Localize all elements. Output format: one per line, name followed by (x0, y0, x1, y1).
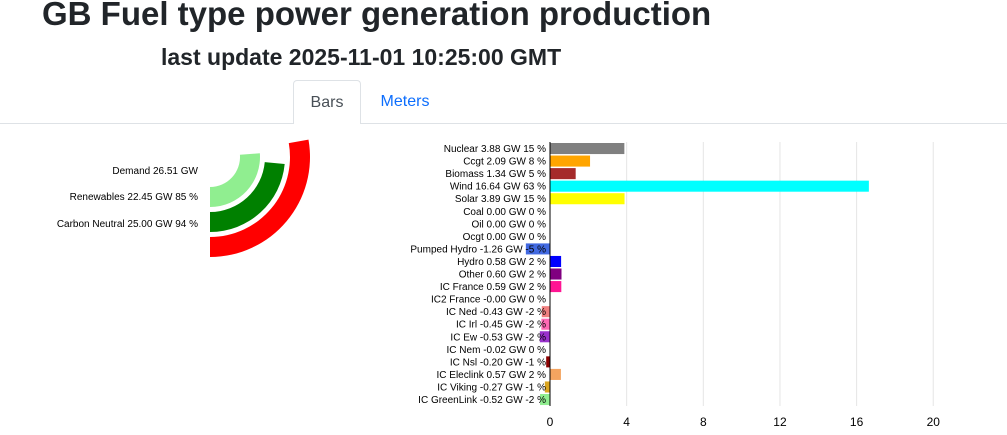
x-tick-label: 4 (623, 415, 630, 429)
bar-label: Solar 3.89 GW 15 % (455, 194, 546, 205)
bar-label: Pumped Hydro -1.26 GW -5 % (410, 244, 546, 255)
radial-label: Carbon Neutral 25.00 GW 94 % (57, 219, 198, 230)
x-tick-label: 12 (773, 415, 787, 429)
bar-label: IC France 0.59 GW 2 % (440, 282, 546, 293)
bar (525, 243, 550, 255)
bar-label: Ocgt 0.00 GW 0 % (463, 232, 546, 243)
bar-label: IC Nsl -0.20 GW -1 % (450, 357, 546, 368)
bar-label: IC GreenLink -0.52 GW -2 % (418, 395, 546, 406)
tab-meters[interactable]: Meters (380, 93, 430, 110)
bar (550, 180, 869, 192)
bar (550, 193, 625, 205)
bar-label: Oil 0.00 GW 0 % (472, 219, 547, 230)
bar (541, 306, 550, 318)
tab-bars[interactable]: Bars (293, 80, 361, 124)
bar-label: Wind 16.64 GW 63 % (450, 182, 546, 193)
bar-label: IC2 France -0.00 GW 0 % (431, 295, 546, 306)
bar-label: Nuclear 3.88 GW 15 % (444, 144, 546, 155)
bar-label: IC Eleclink 0.57 GW 2 % (437, 370, 547, 381)
x-tick-label: 20 (927, 415, 941, 429)
radial-bar-chart: Demand 26.51 GW Renewables 22.45 GW 85 % C… (57, 139, 310, 257)
bar-label: Coal 0.00 GW 0 % (463, 207, 546, 218)
radial-arc-demand (210, 139, 310, 257)
bar (539, 331, 550, 343)
radial-label: Demand 26.51 GW (112, 166, 198, 177)
bar-label: IC Ew -0.53 GW -2 % (450, 332, 546, 343)
page-title: GB Fuel type power generation production (42, 0, 712, 32)
bar (550, 255, 562, 267)
bar (544, 381, 550, 393)
x-tick-label: 16 (850, 415, 864, 429)
radial-arc-renewables (210, 162, 285, 232)
bar-label: IC Ned -0.43 GW -2 % (446, 307, 546, 318)
bar (550, 168, 576, 180)
bar (550, 281, 562, 293)
bar (550, 368, 561, 380)
last-update-subtitle: last update 2025-11-01 10:25:00 GMT (161, 44, 562, 70)
bar (550, 155, 591, 167)
bar (540, 394, 550, 406)
bar-label: IC Viking -0.27 GW -1 % (437, 382, 546, 393)
x-tick-label: 8 (700, 415, 707, 429)
tab-bar-divider (0, 123, 1007, 124)
bar (550, 268, 562, 280)
radial-label: Renewables 22.45 GW 85 % (70, 192, 199, 203)
horizontal-bar-chart: 0 4 8 12 16 20 Nuclear 3.88 GW 15 % Ccgt 2.09 G… (410, 142, 941, 429)
bar-label: Other 0.60 GW 2 % (459, 270, 546, 281)
bar-label: IC Nem -0.02 GW 0 % (447, 345, 547, 356)
bar (550, 143, 625, 155)
x-tick-label: 0 (547, 415, 554, 429)
bar (546, 356, 550, 368)
bar-label: Ccgt 2.09 GW 8 % (463, 157, 546, 168)
bar (541, 318, 550, 330)
bar-label: IC Irl -0.45 GW -2 % (456, 320, 546, 331)
bar-label: Hydro 0.58 GW 2 % (457, 257, 546, 268)
bar-label: Biomass 1.34 GW 5 % (445, 169, 546, 180)
radial-arc-carbon-neutral (210, 153, 261, 207)
